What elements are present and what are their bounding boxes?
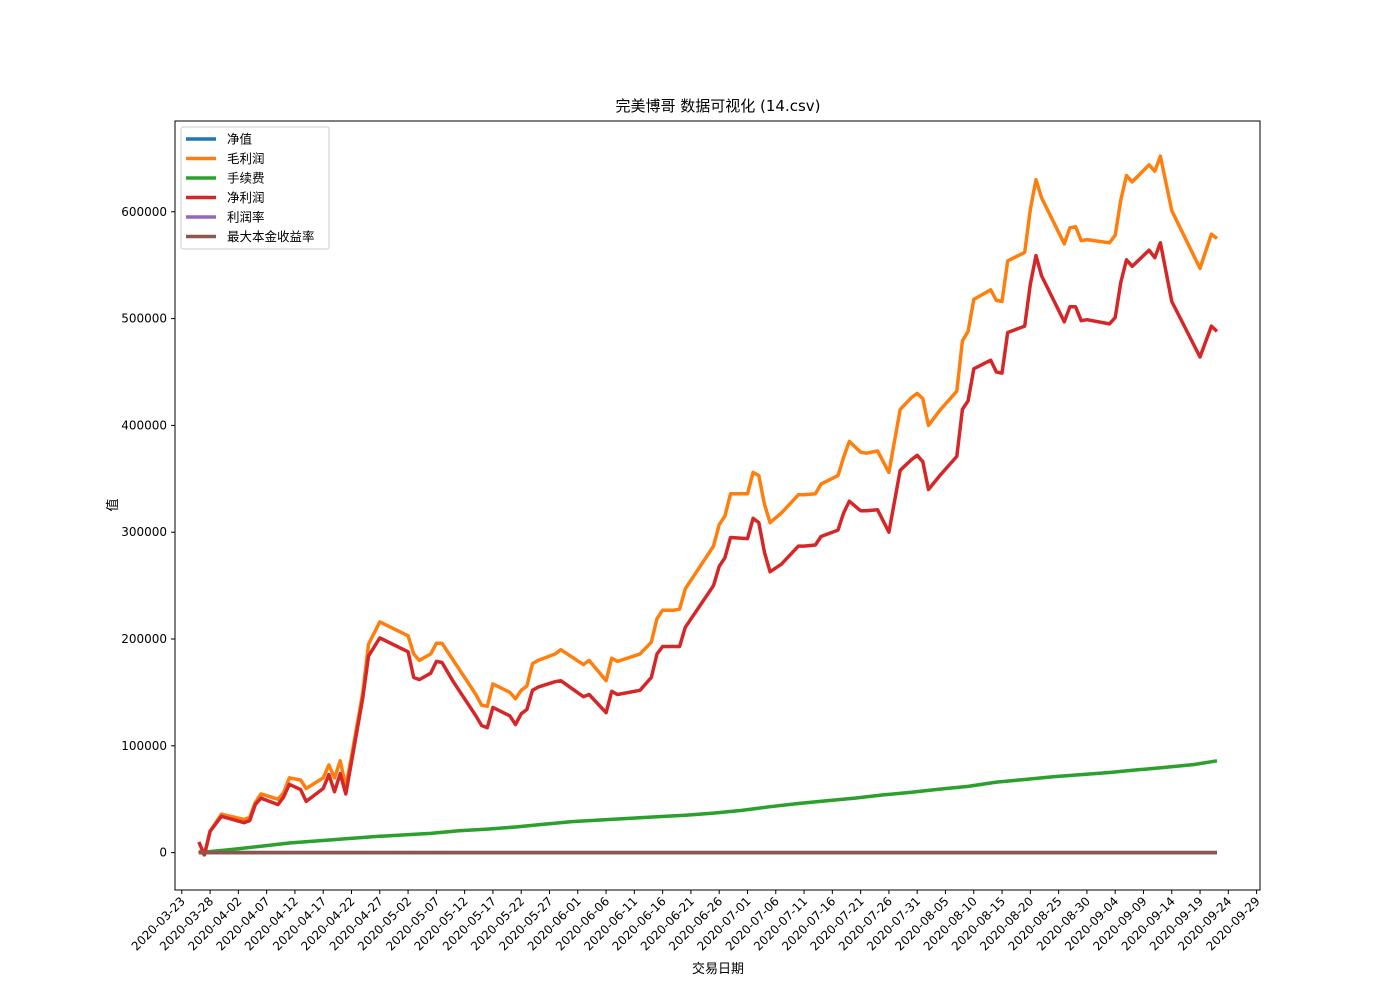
series-line-3 [197,241,1219,857]
legend-label-5: 最大本金收益率 [227,229,315,244]
plot-frame [174,120,1261,891]
y-tick-label: 500000 [121,312,167,326]
chart-title: 完美博哥 数据可视化 (14.csv) [615,97,820,115]
x-axis-label: 交易日期 [692,961,744,977]
y-tick-label: 0 [159,846,167,860]
legend-label-1: 毛利润 [227,151,265,166]
legend-box [180,126,330,250]
legend-label-2: 手续费 [227,171,265,186]
series-line-2 [198,759,1218,855]
legend-label-3: 净利润 [227,190,265,205]
x-axis: 2020-03-232020-03-282020-04-022020-04-07… [129,890,1263,953]
legend-label-0: 净值 [227,132,252,147]
y-axis: 0 100000 200000 300000 400000 500000 600000 [121,205,175,860]
legend-label-4: 利润率 [227,210,265,225]
series-line-1 [197,154,1219,857]
y-tick-label: 400000 [121,418,167,432]
y-tick-label: 600000 [121,205,167,219]
y-tick-label: 100000 [121,739,167,753]
y-tick-label: 300000 [121,525,167,539]
series-layer [197,154,1219,857]
y-axis-label: 值 [105,498,121,511]
y-tick-label: 200000 [121,632,167,646]
